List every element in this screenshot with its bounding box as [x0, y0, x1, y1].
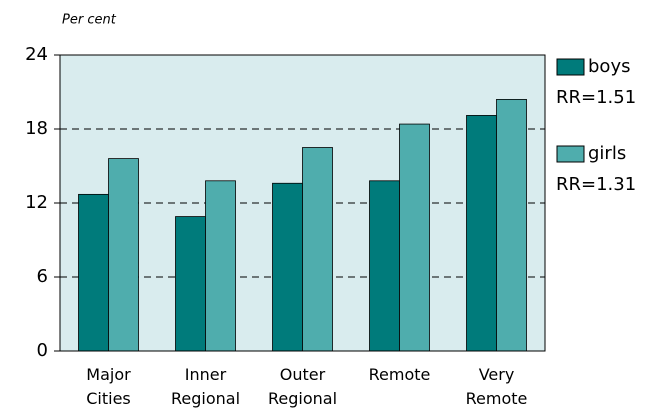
bar [369, 180, 400, 352]
bar [399, 123, 430, 352]
bar [78, 193, 109, 352]
x-tick-label: Outer Regional [268, 365, 337, 408]
x-tick-label: Major Cities [86, 365, 131, 408]
y-tick-label: 18 [25, 118, 48, 139]
bar [496, 99, 527, 352]
x-tick-label: Inner Regional [171, 365, 240, 408]
x-tick-label: Remote [369, 365, 431, 384]
legend-swatch [556, 58, 585, 76]
legend-annotation: RR=1.51 [556, 87, 636, 108]
bar [108, 158, 139, 352]
y-axis-label: Per cent [62, 13, 117, 28]
legend-annotation: RR=1.31 [556, 174, 636, 195]
y-tick-label: 0 [37, 340, 48, 361]
y-tick-label: 12 [25, 192, 48, 213]
legend-label: boys [588, 56, 630, 77]
legend-label: girls [588, 143, 626, 164]
bar [272, 182, 303, 352]
x-tick-label: Very Remote [466, 365, 528, 408]
bar [466, 115, 497, 352]
bar [302, 147, 333, 352]
y-tick-label: 24 [25, 44, 48, 65]
bar [205, 180, 236, 352]
legend-swatch [556, 145, 585, 163]
bar [175, 216, 206, 352]
y-tick-label: 6 [37, 266, 48, 287]
plot-frame [59, 54, 546, 352]
